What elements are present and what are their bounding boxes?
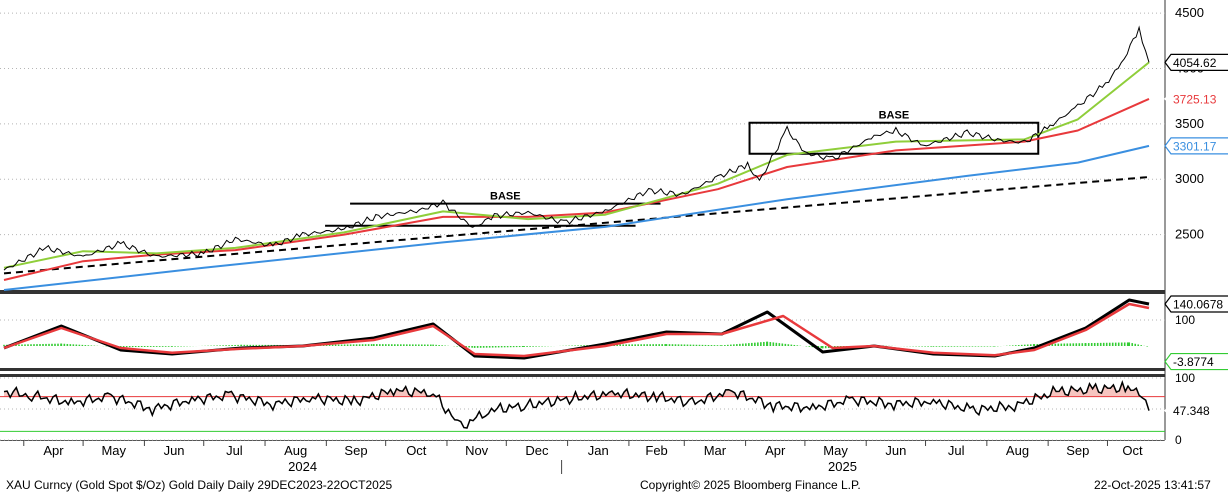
- momentum-panel: [3, 298, 1150, 360]
- panel-divider-2: [0, 368, 1165, 371]
- svg-text:47.348: 47.348: [1173, 404, 1210, 418]
- x-axis-line: [0, 440, 1165, 441]
- footer-left: XAU Curncy (Gold Spot $/Oz) Gold Daily D…: [6, 478, 392, 492]
- last-value-tags: 4054.62 3725.13 3301.17 140.0678 -3.8774 47.3…: [1164, 53, 1228, 420]
- price-y-tick-label: 4500: [1175, 5, 1204, 20]
- footer-center: Copyright© 2025 Bloomberg Finance L.P.: [640, 478, 861, 492]
- x-month-label: Sep: [344, 443, 367, 458]
- x-month-label: Jul: [948, 443, 965, 458]
- x-month-label: Apr: [43, 443, 64, 458]
- svg-text:140.0678: 140.0678: [1173, 297, 1223, 311]
- x-month-label: Feb: [645, 443, 667, 458]
- x-year-label: 2025: [828, 459, 857, 474]
- ma-red-line: [3, 97, 1150, 281]
- ma-blue-line: [3, 144, 1150, 291]
- last-value-tag: -3.8774: [1164, 352, 1228, 371]
- base-label: BASE: [879, 110, 910, 122]
- x-year-label: 2024: [288, 459, 317, 474]
- svg-text:4054.62: 4054.62: [1173, 56, 1217, 70]
- last-value-tag: 3725.13: [1164, 90, 1228, 108]
- footer-right: 22-Oct-2025 13:41:57: [1094, 478, 1211, 492]
- price-grid: [0, 12, 1165, 236]
- y-axis-labels: 25003000350040004500100050100: [1175, 5, 1204, 447]
- last-value-tag: 3301.17: [1164, 137, 1228, 155]
- rsi-panel: [0, 379, 1165, 432]
- x-month-label: Jun: [885, 443, 906, 458]
- svg-text:3725.13: 3725.13: [1173, 92, 1217, 106]
- price-y-tick-label: 3000: [1175, 171, 1204, 186]
- x-month-label: Oct: [406, 443, 427, 458]
- svg-text:3301.17: 3301.17: [1173, 139, 1217, 153]
- x-month-label: Jan: [588, 443, 609, 458]
- x-month-label: Dec: [525, 443, 549, 458]
- x-month-label: May: [823, 443, 848, 458]
- last-value-tag: 47.348: [1164, 402, 1228, 420]
- svg-text:-3.8774: -3.8774: [1173, 355, 1214, 369]
- rsi-y-tick-label: 100: [1175, 371, 1195, 385]
- x-month-label: May: [101, 443, 126, 458]
- price-panel: BASE BASE: [3, 25, 1150, 291]
- base-label: BASE: [490, 191, 521, 203]
- x-axis-labels: Apr May Jun Jul Aug Sep Oct Nov Dec Jan Feb Mar Apr M…: [23, 440, 1143, 474]
- x-month-label: Jul: [226, 443, 243, 458]
- rsi-line: [3, 379, 1150, 429]
- panel-divider-1: [0, 290, 1165, 294]
- panel-divider-3: [0, 374, 1165, 377]
- price-y-tick-label: 3500: [1175, 116, 1204, 131]
- last-value-tag: 4054.62: [1164, 53, 1228, 72]
- x-month-label: Apr: [765, 443, 786, 458]
- x-month-label: Aug: [1006, 443, 1029, 458]
- momentum-y-tick-label: 100: [1175, 313, 1195, 327]
- rsi-grid: [0, 377, 1165, 441]
- price-y-tick-label: 2500: [1175, 227, 1204, 242]
- x-month-label: Nov: [465, 443, 489, 458]
- last-value-tag: 140.0678: [1164, 295, 1228, 313]
- x-month-label: Sep: [1066, 443, 1089, 458]
- momentum-red-line: [3, 302, 1150, 358]
- ma-green-line: [3, 61, 1150, 269]
- x-month-label: Oct: [1122, 443, 1143, 458]
- x-month-label: Jun: [164, 443, 185, 458]
- price-line: [3, 25, 1150, 271]
- x-month-label: Aug: [284, 443, 307, 458]
- x-month-label: Mar: [704, 443, 727, 458]
- rsi-y-tick-label: 0: [1175, 433, 1182, 447]
